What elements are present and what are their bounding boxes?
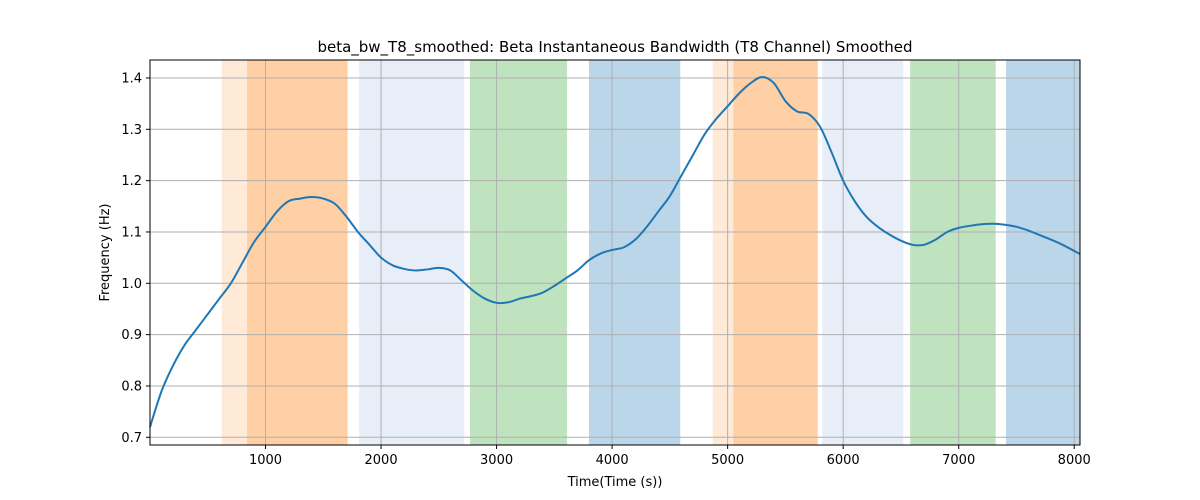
y-tick-label-1.0: 1.0 bbox=[121, 277, 142, 292]
chart-title: beta_bw_T8_smoothed: Beta Instantaneous … bbox=[317, 38, 912, 57]
y-axis-label: Frequency (Hz) bbox=[98, 203, 113, 301]
highlight-band-7 bbox=[733, 60, 818, 445]
x-tick-label-6000: 6000 bbox=[827, 453, 860, 468]
series-lines bbox=[149, 75, 1081, 428]
x-tick-label-2000: 2000 bbox=[365, 453, 398, 468]
y-tick-label-1.4: 1.4 bbox=[121, 71, 142, 86]
plot-frame bbox=[149, 59, 1081, 446]
x-tick-label-3000: 3000 bbox=[480, 453, 513, 468]
y-tick-label-1.2: 1.2 bbox=[121, 174, 142, 189]
x-tick-label-1000: 1000 bbox=[249, 453, 282, 468]
highlight-band-8 bbox=[822, 60, 904, 445]
highlight-band-9 bbox=[910, 60, 996, 445]
x-tick-label-5000: 5000 bbox=[711, 453, 744, 468]
x-tick-label-8000: 8000 bbox=[1058, 453, 1091, 468]
y-tick-label-0.8: 0.8 bbox=[121, 379, 142, 394]
y-tick-label-1.3: 1.3 bbox=[121, 123, 142, 138]
x-axis-label: Time(Time (s)) bbox=[567, 475, 663, 490]
y-tick-label-0.7: 0.7 bbox=[121, 431, 142, 446]
highlight-band-2 bbox=[247, 60, 348, 445]
highlight-band-1 bbox=[221, 60, 348, 445]
y-tick-label-1.1: 1.1 bbox=[121, 225, 142, 240]
x-tick-label-7000: 7000 bbox=[942, 453, 975, 468]
highlight-band-10 bbox=[1006, 60, 1080, 445]
series-line-1 bbox=[149, 75, 1081, 428]
y-tick-label-0.9: 0.9 bbox=[121, 328, 142, 343]
highlight-bands bbox=[221, 60, 1080, 445]
grid-lines bbox=[150, 60, 1080, 445]
highlight-band-6 bbox=[712, 60, 818, 445]
y-axis-ticks: 0.7 0.8 0.9 1.0 1.1 1.2 1.3 1.4 bbox=[121, 71, 150, 446]
x-axis-ticks: 1000 2000 3000 4000 5000 6000 7000 8000 bbox=[249, 445, 1091, 468]
highlight-band-4 bbox=[470, 60, 568, 445]
x-tick-label-4000: 4000 bbox=[596, 453, 629, 468]
